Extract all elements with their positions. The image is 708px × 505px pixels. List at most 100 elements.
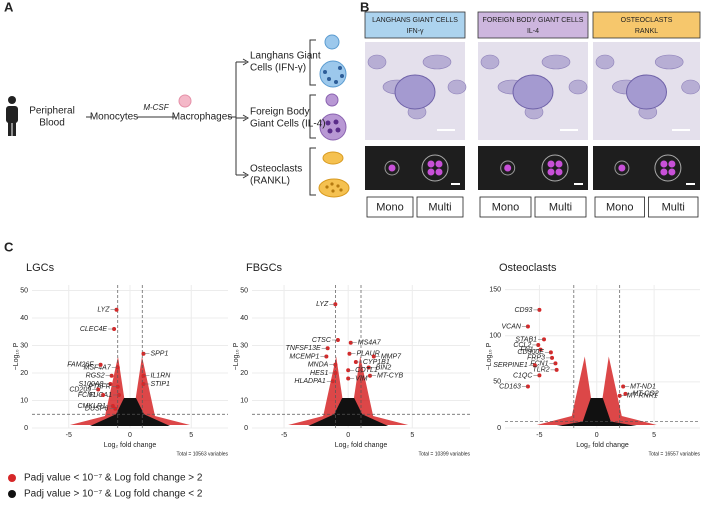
label-box <box>534 196 587 218</box>
cell-multi <box>654 154 682 182</box>
y-axis-label: −Log₁₀ P <box>486 342 493 370</box>
outcome-label: Foreign Body <box>250 107 309 118</box>
x-tick-label: -5 <box>66 432 72 439</box>
label-text: Multi <box>428 201 451 213</box>
nucleus <box>427 168 435 176</box>
y-tick-label: 0 <box>24 425 28 432</box>
gene-label: CCL2 <box>513 342 531 349</box>
gene-label: TNFSF13E <box>286 345 321 352</box>
x-tick-label: 5 <box>410 432 414 439</box>
point-cloud <box>90 398 170 426</box>
label-box <box>648 196 699 218</box>
x-tick-label: -5 <box>281 432 287 439</box>
cell-shape <box>367 54 387 70</box>
outcome-label: Giant Cells (IL-4) <box>250 119 326 130</box>
diagram-label: Monocytes <box>90 112 138 123</box>
gene-label: RGS2 <box>86 373 105 380</box>
y-tick-label: 0 <box>244 425 248 432</box>
diagram-label: Macrophages <box>172 112 233 123</box>
giant-cell <box>512 74 554 110</box>
cell-mono <box>384 160 400 176</box>
y-axis-label: −Log₁₀ P <box>233 342 240 370</box>
header-title: OSTEOCLASTS <box>621 17 673 24</box>
x-tick-label: 0 <box>595 432 599 439</box>
diagram-label: Blood <box>39 118 65 129</box>
gene-label: FUCA1 <box>89 392 112 399</box>
y-tick-label: 0 <box>497 425 501 432</box>
gene-label: COTL1 <box>355 367 378 374</box>
gene-label: FCN1 <box>78 392 96 399</box>
y-axis-label: −Log₁₀ P <box>13 342 20 370</box>
person-icon <box>6 96 18 136</box>
gene-label: IL1RN <box>150 373 171 380</box>
nucleus <box>388 164 396 172</box>
fluorescence <box>593 146 700 190</box>
cell-shape <box>422 54 452 70</box>
cell-mono <box>614 160 630 176</box>
header-title: RANKL <box>635 28 658 35</box>
x-axis-label: Log₂ fold change <box>104 442 157 449</box>
gene-label: TLR2 <box>532 367 549 374</box>
gene-label: CD300E <box>517 349 544 356</box>
nucleus <box>547 160 555 168</box>
label-text: Mono <box>492 201 520 213</box>
gene-label: MNDA <box>308 362 329 369</box>
gene-label: CLEC4E <box>80 326 108 333</box>
nucleus <box>668 168 676 176</box>
gene-label: FCN1 <box>530 360 548 367</box>
y-tick-label: 10 <box>240 397 248 404</box>
cell-shape <box>654 54 684 70</box>
gene-label: BIN2 <box>376 364 392 371</box>
label-box <box>366 196 414 218</box>
gene-label: S100A8 <box>78 381 103 388</box>
gene-label: CTSC <box>312 337 332 344</box>
gene-label: VCAN <box>501 323 521 330</box>
y-tick-label: 20 <box>20 370 28 377</box>
diagram-label: M-CSF <box>143 103 169 112</box>
outcome-label: (RANKL) <box>250 176 290 187</box>
label-text: Mono <box>376 201 404 213</box>
gene-label: MT-ND1 <box>630 383 656 390</box>
label-text: Mono <box>606 201 634 213</box>
cell-shape <box>541 54 571 70</box>
legend-swatch <box>8 490 16 498</box>
x-tick-label: 0 <box>128 432 132 439</box>
y-tick-label: 50 <box>20 287 28 294</box>
gene-label: CD163 <box>499 383 521 390</box>
point-cloud <box>308 398 389 426</box>
y-tick-label: 40 <box>240 315 248 322</box>
nucleus <box>504 164 512 172</box>
nucleus <box>555 168 563 176</box>
gene-label: PLAUR <box>356 351 379 358</box>
y-tick-label: 100 <box>489 333 501 340</box>
x-tick-label: 0 <box>346 432 350 439</box>
label-text: Multi <box>662 201 685 213</box>
panel-label: B <box>360 0 369 14</box>
gene-label: CYP1B1 <box>363 359 390 366</box>
cell-shape <box>447 79 467 95</box>
nucleus <box>660 160 668 168</box>
nucleus <box>618 164 626 172</box>
gene-label: SPP1 <box>150 351 168 358</box>
point-cloud <box>556 398 637 426</box>
cell-shape <box>595 54 615 70</box>
header-box <box>592 11 701 39</box>
outcome-label: Cells (IFN-γ) <box>250 63 306 74</box>
fluorescence <box>365 146 465 190</box>
nucleus <box>547 168 555 176</box>
total-note: Total = 10399 variables <box>418 451 470 457</box>
cell-shape <box>568 79 588 95</box>
gene-label: FAM26F <box>67 362 94 369</box>
gene-label: VIM <box>355 375 368 382</box>
label-text: Multi <box>549 201 572 213</box>
header-title: IL-4 <box>527 28 539 35</box>
connectors <box>86 39 316 196</box>
fluorescence <box>478 146 588 190</box>
header-title: FOREIGN BODY GIANT CELLS <box>483 17 584 24</box>
label-box <box>594 196 645 218</box>
nucleus <box>555 160 563 168</box>
header-box <box>477 11 589 39</box>
gene-label: MT-CO2 <box>632 391 658 398</box>
gene-label: DUSP6 <box>85 406 108 413</box>
